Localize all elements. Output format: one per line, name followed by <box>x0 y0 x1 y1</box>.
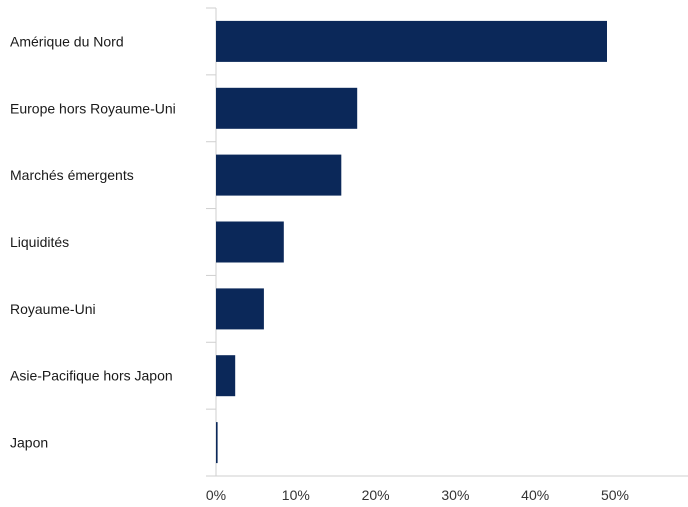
category-label: Liquidités <box>10 234 69 250</box>
category-label: Europe hors Royaume-Uni <box>10 100 176 116</box>
x-tick-label: 20% <box>362 487 390 503</box>
x-tick-label: 0% <box>206 487 226 503</box>
x-tick-label: 50% <box>601 487 629 503</box>
x-tick-label: 30% <box>441 487 469 503</box>
category-label: Asie-Pacifique hors Japon <box>10 368 173 384</box>
category-label: Japon <box>10 435 48 451</box>
bar <box>216 20 607 62</box>
category-label: Marchés émergents <box>10 167 134 183</box>
category-label: Royaume-Uni <box>10 301 96 317</box>
category-label: Amérique du Nord <box>10 33 124 49</box>
bar <box>216 221 284 263</box>
bar <box>216 288 264 330</box>
x-tick-label: 40% <box>521 487 549 503</box>
bar <box>216 154 342 196</box>
bar <box>216 87 358 129</box>
bar <box>216 355 236 397</box>
bar <box>216 422 218 464</box>
x-tick-label: 10% <box>282 487 310 503</box>
